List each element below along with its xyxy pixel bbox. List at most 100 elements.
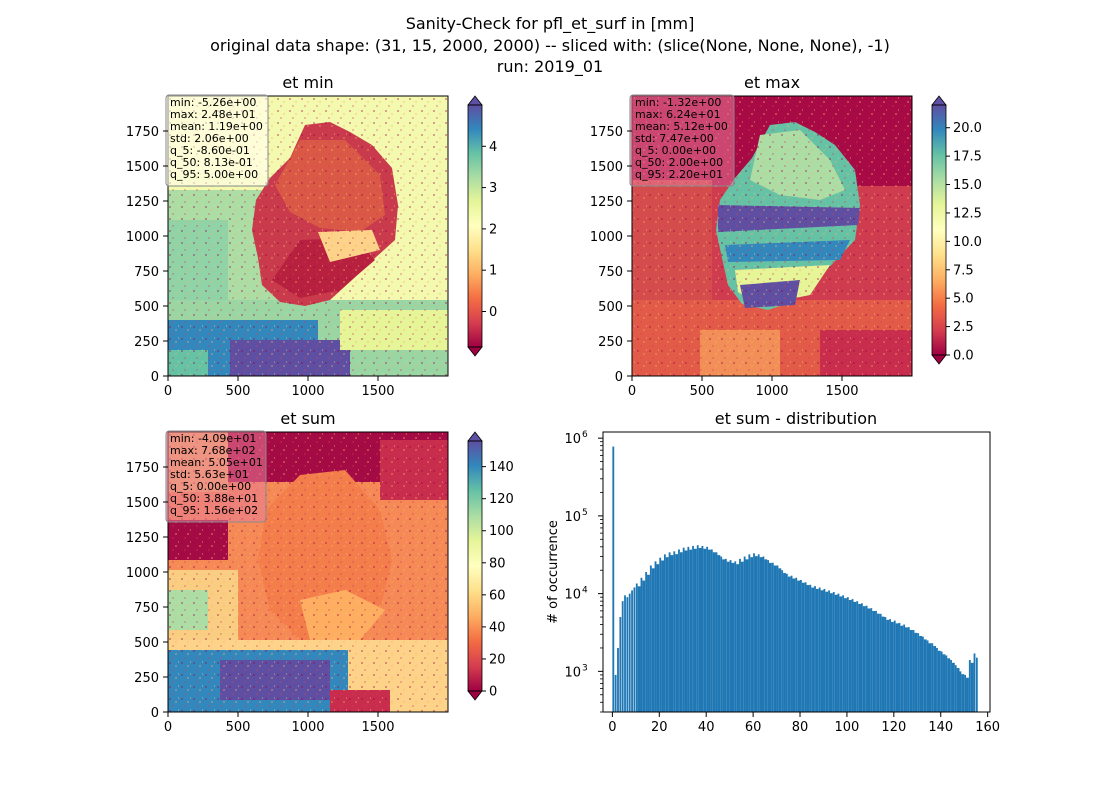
panel-et-sum-distribution: et sum - distribution 0 20 40 60 80 100 120 140…	[546, 409, 1000, 735]
histogram-bar	[917, 633, 920, 712]
histogram-bar	[701, 545, 704, 712]
histogram-bar	[942, 654, 946, 712]
colorbar-body	[468, 441, 482, 691]
histogram-bar	[692, 545, 694, 712]
colorbar-tick-label: 10.0	[953, 235, 982, 250]
histogram-bar	[848, 599, 852, 712]
histogram-bar	[818, 587, 821, 712]
histogram-bar	[781, 570, 784, 712]
histogram-bar	[865, 605, 868, 712]
histogram-bar	[940, 651, 943, 712]
histogram-bar	[961, 674, 965, 712]
stat-mean: mean: 1.19e+00	[170, 120, 263, 133]
x-axis-et-sum: 0 500 1000 1500	[164, 712, 395, 735]
panel-title-et-min: et min	[282, 73, 333, 92]
histogram-bar	[884, 617, 887, 712]
histogram-bar	[861, 603, 863, 712]
y-tick-exponent: 6	[582, 430, 588, 440]
histogram-bar	[881, 616, 885, 712]
y-tick-label: 1750	[126, 461, 159, 476]
histogram-bar	[900, 625, 904, 712]
histogram-bar	[875, 610, 877, 712]
histogram-bar	[951, 662, 955, 712]
histogram-bar	[886, 619, 890, 712]
histogram-bar	[712, 552, 716, 712]
histogram-bar	[640, 577, 643, 712]
figure-title-line-2: original data shape: (31, 15, 2000, 2000…	[210, 36, 890, 55]
histogram-bar	[759, 557, 763, 712]
stat-mean: mean: 5.12e+00	[635, 120, 728, 133]
x-tick-label: 1000	[291, 384, 324, 399]
histogram-bar	[651, 568, 655, 712]
x-tick-label: 500	[226, 720, 251, 735]
histogram-bar	[954, 665, 957, 712]
histogram-bar	[923, 639, 927, 712]
histogram-bar	[654, 561, 657, 712]
histogram-bar	[970, 662, 974, 712]
colorbar-tick-label: 4	[489, 140, 497, 155]
histogram-bar	[624, 595, 626, 712]
y-tick-label: 1500	[590, 160, 623, 175]
histogram-bar	[959, 671, 962, 712]
histogram-bar	[820, 590, 824, 712]
histogram-bar	[731, 562, 735, 712]
histogram-bar	[931, 643, 934, 712]
stat-min: min: -4.09e+01	[170, 432, 256, 445]
stat-std: std: 2.06e+00	[170, 132, 249, 145]
y-tick-label: 1750	[590, 125, 623, 140]
colorbar-tick-label: 100	[489, 524, 514, 539]
histogram-bar	[753, 553, 755, 712]
y-tick-label: 10	[564, 510, 581, 525]
histogram-bar	[797, 580, 801, 712]
colorbar-tick-label: 0.0	[953, 349, 974, 364]
histogram-bar	[645, 571, 648, 712]
histogram-bar	[975, 657, 978, 712]
histogram-bar	[814, 586, 816, 712]
x-tick-label: 0	[164, 720, 172, 735]
histogram-bar	[767, 560, 770, 712]
stat-q50: q_50: 8.13e-01	[170, 156, 253, 169]
x-tick-label: 40	[698, 720, 715, 735]
histogram-bar	[846, 597, 849, 712]
y-tick-label: 250	[134, 671, 159, 686]
colorbar-tick-label: 17.5	[953, 150, 982, 165]
map-image-et-max	[632, 96, 912, 376]
x-tick-label: 140	[928, 720, 953, 735]
y-tick-label: 0	[151, 706, 159, 721]
y-tick-label: 1250	[126, 195, 159, 210]
histogram-bar	[762, 556, 765, 712]
histogram-bar	[647, 574, 650, 712]
stat-q5: q_5: -8.60e-01	[170, 144, 250, 157]
y-tick-label: 1250	[126, 531, 159, 546]
x-tick-label: 1500	[825, 384, 858, 399]
colorbar-tick-label: 0	[489, 685, 497, 700]
histogram-bar	[710, 549, 713, 712]
y-tick-label: 1500	[126, 160, 159, 175]
y-tick-label: 250	[598, 335, 623, 350]
y-tick-label: 750	[598, 265, 623, 280]
histogram-bar	[614, 674, 617, 712]
x-tick-label: 60	[745, 720, 762, 735]
y-axis-et-sum: 0 250 500 750 1000 1250 1500 1750	[126, 461, 168, 721]
colorbar-extend-min	[931, 354, 947, 365]
colorbar-extend-max	[467, 431, 483, 442]
colorbar-et-sum: 0 20 40 60 80 100 120 140	[467, 431, 514, 701]
histogram-bar	[862, 606, 866, 712]
stats-box-et-max: min: -1.32e+00 max: 6.24e+01 mean: 5.12e…	[629, 94, 735, 187]
figure-title-line-1: Sanity-Check for pfl_et_surf in [mm]	[406, 14, 695, 34]
x-tick-label: 1000	[755, 384, 788, 399]
x-tick-label: 500	[690, 384, 715, 399]
histogram-bar	[837, 593, 840, 712]
x-tick-label: 1000	[291, 720, 324, 735]
histogram-bar	[832, 591, 835, 712]
y-tick-label: 500	[134, 636, 159, 651]
histogram-bar	[729, 560, 732, 712]
colorbar-tick-label: 0	[489, 305, 497, 320]
histogram-bar	[787, 576, 791, 712]
colorbar-tick-label: 2	[489, 222, 497, 237]
histogram-bar	[785, 573, 788, 712]
histogram-bar	[790, 575, 793, 712]
y-tick-label: 1000	[590, 230, 623, 245]
